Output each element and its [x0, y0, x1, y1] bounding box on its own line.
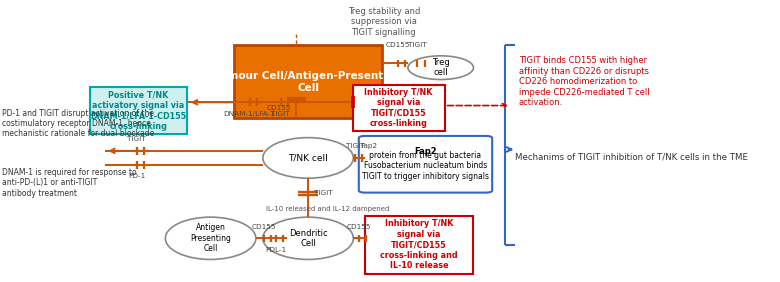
Text: CD155: CD155 — [266, 105, 291, 111]
Text: Inhibitory T/NK
signal via
TIGIT/CD155
cross-linking: Inhibitory T/NK signal via TIGIT/CD155 c… — [364, 88, 433, 128]
Text: TIGIT: TIGIT — [314, 190, 333, 197]
Text: TIGIT: TIGIT — [271, 111, 290, 117]
Text: TIGIT: TIGIT — [346, 144, 364, 149]
Text: Positive T/NK
activatory signal via
DNAM-1/LFA-1-CD155
cross-linking: Positive T/NK activatory signal via DNAM… — [90, 91, 186, 131]
Text: TIGIT: TIGIT — [127, 136, 146, 142]
Ellipse shape — [263, 138, 353, 178]
Text: Inhibitory T/NK
signal via
TIGIT/CD155
cross-linking and
IL-10 release: Inhibitory T/NK signal via TIGIT/CD155 c… — [380, 219, 458, 270]
Text: CD155: CD155 — [251, 224, 276, 230]
Text: DNAM-1 is required for response to
anti-PD-(L)1 or anti-TIGIT
antibody treatment: DNAM-1 is required for response to anti-… — [2, 168, 136, 198]
Text: Mechanims of TIGIT inhibition of T/NK cells in the TME: Mechanims of TIGIT inhibition of T/NK ce… — [515, 152, 748, 161]
Text: PD-1: PD-1 — [128, 173, 145, 179]
Text: CD155: CD155 — [347, 224, 371, 230]
Text: Dendritic
Cell: Dendritic Cell — [289, 229, 328, 248]
Text: Tumour Cell/Antigen-Presenting
Cell: Tumour Cell/Antigen-Presenting Cell — [215, 71, 402, 92]
Text: Treg
cell: Treg cell — [432, 58, 449, 77]
Ellipse shape — [165, 217, 256, 259]
Text: TIGIT: TIGIT — [408, 42, 427, 48]
FancyBboxPatch shape — [359, 136, 492, 193]
Text: IL-10 released and IL-12 dampened: IL-10 released and IL-12 dampened — [266, 206, 389, 212]
FancyBboxPatch shape — [353, 85, 445, 131]
Text: CD155: CD155 — [385, 42, 410, 48]
Text: Antigen
Presenting
Cell: Antigen Presenting Cell — [190, 223, 231, 253]
FancyBboxPatch shape — [90, 87, 187, 134]
Text: T/NK cell: T/NK cell — [289, 153, 328, 162]
Text: PD-1 and TIGIT disrupt activation of the
costimulatory receptor DNAM-1, hence
me: PD-1 and TIGIT disrupt activation of the… — [2, 109, 154, 138]
Text: Treg stability and
suppression via
TIGIT signalling: Treg stability and suppression via TIGIT… — [348, 7, 420, 37]
Text: protein from the gut bacteria
Fusobacterium nucleatum binds
TIGIT to trigger inh: protein from the gut bacteria Fusobacter… — [362, 151, 489, 180]
Text: Fap2: Fap2 — [360, 144, 377, 149]
FancyBboxPatch shape — [234, 45, 382, 118]
Text: DNAM-1/LFA-1: DNAM-1/LFA-1 — [224, 111, 275, 117]
Ellipse shape — [263, 217, 353, 259]
Text: PDL-1: PDL-1 — [265, 247, 287, 253]
Circle shape — [408, 56, 473, 80]
Text: TIGIT binds CD155 with higher
affinity than CD226 or disrupts
CD226 homodimeriza: TIGIT binds CD155 with higher affinity t… — [519, 56, 649, 107]
Text: Fap2: Fap2 — [414, 147, 437, 156]
FancyBboxPatch shape — [365, 216, 473, 274]
